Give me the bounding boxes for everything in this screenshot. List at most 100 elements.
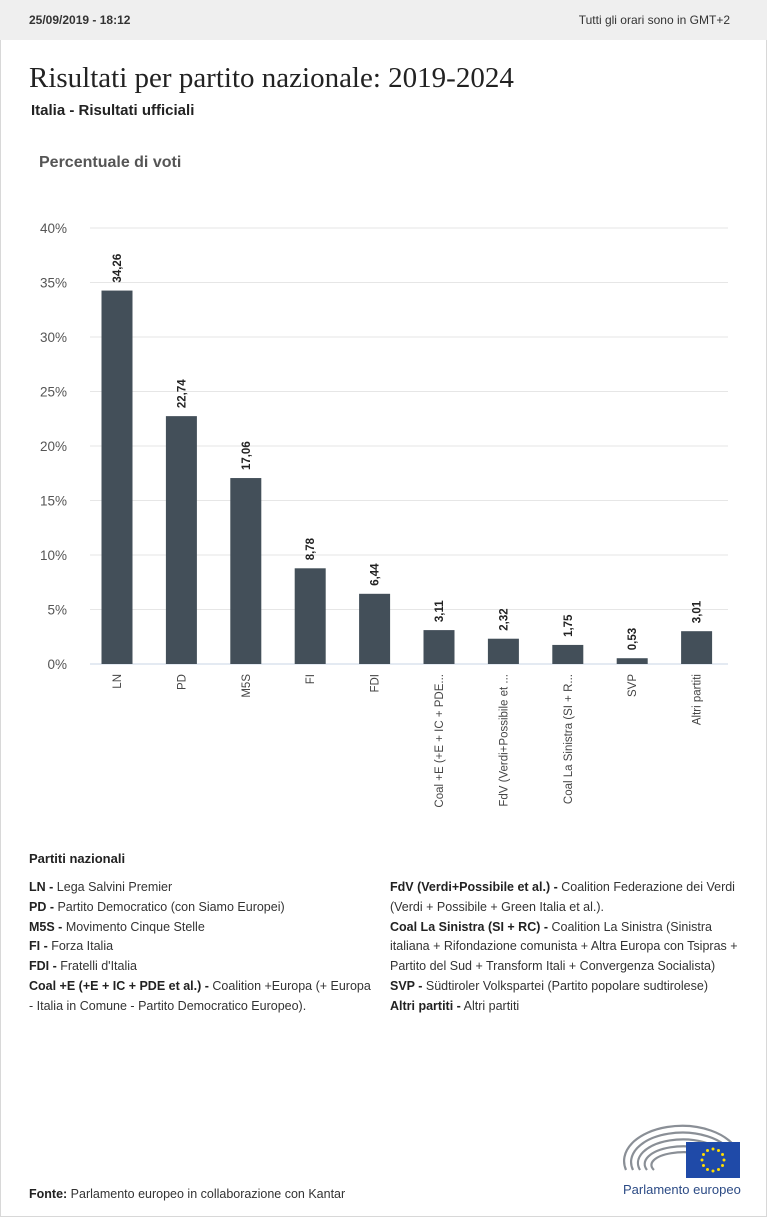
legend-column-1: LN - Lega Salvini Premier PD - Partito De… bbox=[29, 878, 374, 1017]
x-category-label: Coal La Sinistra (SI + R... bbox=[563, 674, 575, 804]
flag-star-icon bbox=[711, 1147, 715, 1151]
legend-name: Movimento Cinque Stelle bbox=[62, 919, 205, 934]
legend-abbr: SVP - bbox=[390, 978, 423, 993]
flag-star-icon bbox=[721, 1164, 725, 1167]
bar-value-label: 1,75 bbox=[563, 614, 575, 637]
x-category-label: Altri partiti bbox=[692, 674, 704, 725]
legend-name: Südtiroler Volkspartei (Partito popolare… bbox=[422, 978, 708, 993]
timezone-note: Tutti gli orari sono in GMT+2 bbox=[578, 13, 730, 27]
chart-y-label: Percentuale di voti bbox=[39, 154, 182, 171]
legend-name: Coalition Federazione dei Verdi (Verdi +… bbox=[390, 880, 735, 914]
legend-item: Altri partiti - Altri partiti bbox=[390, 997, 740, 1017]
y-tick-label: 30% bbox=[40, 330, 67, 345]
legend-item: FDI - Fratelli d'Italia bbox=[29, 957, 374, 977]
legend-name: Coalition La Sinistra (Sinistra italiana… bbox=[390, 919, 738, 974]
legend-column-2: FdV (Verdi+Possibile et al.) - Coalition… bbox=[390, 878, 740, 1017]
legend-item: FdV (Verdi+Possibile et al.) - Coalition… bbox=[390, 878, 740, 918]
bar-value-label: 2,32 bbox=[498, 608, 510, 630]
legend-abbr: Coal La Sinistra (SI + RC) - bbox=[390, 919, 549, 934]
legend-abbr: FDI - bbox=[29, 959, 57, 974]
flag-star-icon bbox=[701, 1153, 705, 1156]
bar-value-label: 34,26 bbox=[112, 254, 124, 283]
legend-item: PD - Partito Democratico (con Siamo Euro… bbox=[29, 898, 374, 918]
legend-item: FI - Forza Italia bbox=[29, 937, 374, 957]
legend-name: Lega Salvini Premier bbox=[53, 880, 173, 894]
bar-chart: 40% 35% 30% 25% 20% 15% 10% 5% 0% 34,26 22,74 17,0… bbox=[40, 221, 728, 808]
flag-star-icon bbox=[701, 1164, 705, 1167]
bar bbox=[230, 478, 262, 664]
legend-abbr: Altri partiti - bbox=[390, 998, 461, 1013]
flag-star-icon bbox=[706, 1148, 709, 1152]
legend-name: Altri partiti bbox=[460, 998, 520, 1013]
legend-name: Fratelli d'Italia bbox=[56, 959, 137, 974]
legend-name: Forza Italia bbox=[47, 939, 114, 954]
logo-text: Parlamento europeo bbox=[623, 1182, 741, 1197]
bar-value-label: 3,11 bbox=[434, 600, 446, 622]
legend-name: Partito Democratico (con Siamo Europei) bbox=[54, 899, 285, 914]
x-category-label: Coal +E (+E + IC + PDE... bbox=[434, 674, 446, 808]
bar-value-label: 8,78 bbox=[305, 537, 317, 560]
y-tick-label: 25% bbox=[40, 385, 67, 400]
legend-abbr: PD - bbox=[29, 899, 54, 914]
page-subtitle: Italia - Risultati ufficiali bbox=[31, 102, 195, 119]
y-tick-label: 35% bbox=[40, 276, 67, 291]
x-category-label: FDI bbox=[370, 674, 382, 693]
bar-value-label: 22,74 bbox=[176, 379, 188, 408]
bar bbox=[165, 416, 197, 664]
top-bar: 25/09/2019 - 18:12 Tutti gli orari sono … bbox=[0, 0, 767, 40]
y-tick-label: 5% bbox=[47, 603, 67, 618]
bar-value-label: 17,06 bbox=[241, 441, 253, 470]
flag-star-icon bbox=[717, 1168, 720, 1172]
page-title: Risultati per partito nazionale: 2019-20… bbox=[29, 62, 514, 94]
legend-item: Coal La Sinistra (SI + RC) - Coalition L… bbox=[390, 918, 740, 977]
x-category-label: PD bbox=[176, 674, 188, 690]
bar bbox=[423, 630, 455, 664]
x-category-label: SVP bbox=[627, 674, 639, 697]
x-category-label: LN bbox=[112, 674, 124, 689]
y-tick-label: 20% bbox=[40, 439, 67, 454]
bar bbox=[359, 593, 391, 664]
y-tick-label: 40% bbox=[40, 221, 67, 236]
legend-abbr: Coal +E (+E + IC + PDE et al.) - bbox=[29, 978, 209, 993]
legend-item: M5S - Movimento Cinque Stelle bbox=[29, 918, 374, 938]
bar bbox=[616, 658, 648, 664]
bar-value-label: 0,53 bbox=[627, 628, 639, 650]
legend-title: Partiti nazionali bbox=[29, 851, 126, 866]
bar bbox=[681, 631, 713, 664]
flag-star-icon bbox=[700, 1158, 704, 1162]
legend-item: LN - Lega Salvini Premier bbox=[29, 878, 374, 898]
y-tick-label: 15% bbox=[40, 494, 67, 509]
legend-abbr: FdV (Verdi+Possibile et al.) - bbox=[390, 880, 558, 894]
legend-item: SVP - Südtiroler Volkspartei (Partito po… bbox=[390, 977, 740, 997]
flag-star-icon bbox=[721, 1153, 725, 1156]
chart-x-labels: LN PD M5S FI FDI Coal +E (+E + IC + PDE... FdV… bbox=[112, 674, 704, 808]
bar bbox=[294, 568, 326, 664]
european-parliament-logo-icon bbox=[623, 1124, 740, 1178]
legend-item: Coal +E (+E + IC + PDE et al.) - Coaliti… bbox=[29, 977, 374, 1017]
legend-abbr: FI - bbox=[29, 939, 48, 954]
y-tick-label: 10% bbox=[40, 548, 67, 563]
header-datetime: 25/09/2019 - 18:12 bbox=[29, 13, 131, 27]
x-category-label: FdV (Verdi+Possibile et ... bbox=[498, 674, 510, 807]
legend-abbr: LN - bbox=[29, 880, 54, 894]
flag-star-icon bbox=[717, 1148, 720, 1152]
flag-star-icon bbox=[706, 1168, 709, 1172]
source-label: Fonte: bbox=[29, 1187, 68, 1201]
chart-value-labels: 34,26 22,74 17,06 8,78 6,44 3,11 2,32 1,75 0,53 3… bbox=[112, 254, 704, 650]
flag-star-icon bbox=[711, 1169, 715, 1173]
bar-value-label: 3,01 bbox=[692, 600, 704, 623]
chart-y-ticks: 40% 35% 30% 25% 20% 15% 10% 5% 0% bbox=[40, 221, 67, 672]
legend-name: Coalition +Europa (+ Europa - Italia in … bbox=[29, 978, 371, 1013]
chart-bars bbox=[101, 290, 713, 664]
x-category-label: FI bbox=[305, 674, 317, 684]
flag-star-icon bbox=[722, 1158, 726, 1162]
bar bbox=[552, 644, 584, 664]
bar bbox=[101, 290, 133, 664]
bar bbox=[487, 638, 519, 664]
legend-abbr: M5S - bbox=[29, 919, 63, 934]
bar-value-label: 6,44 bbox=[370, 563, 382, 586]
y-tick-label: 0% bbox=[47, 657, 67, 672]
source-footer: Fonte: Parlamento europeo in collaborazi… bbox=[29, 1187, 345, 1201]
source-text: Parlamento europeo in collaborazione con… bbox=[70, 1187, 346, 1201]
x-category-label: M5S bbox=[241, 674, 253, 698]
